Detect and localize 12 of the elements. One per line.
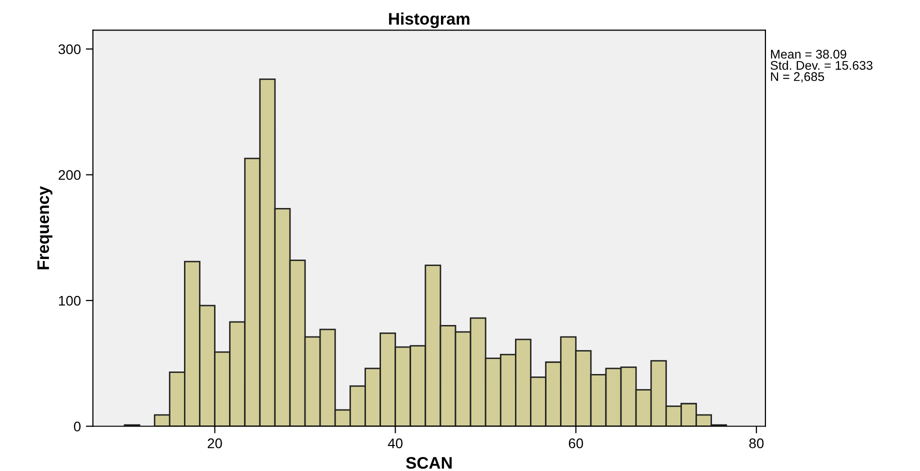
x-tick-label: 60 bbox=[568, 438, 584, 448]
y-tick-label: 300 bbox=[58, 44, 81, 54]
x-axis-title: SCAN bbox=[406, 457, 452, 469]
y-axis-title: Frequency bbox=[37, 186, 52, 270]
x-tick-label: 20 bbox=[208, 438, 222, 448]
y-tick-label: 0 bbox=[74, 422, 81, 432]
y-tick-label: 100 bbox=[59, 296, 81, 306]
x-tick-label: 80 bbox=[749, 438, 764, 448]
y-tick-label: 200 bbox=[58, 170, 81, 180]
chart-title: Histogram bbox=[389, 12, 470, 28]
text: Mean = 38.09 Std. Dev. = 15.633 N = 2,685 bbox=[770, 50, 872, 83]
x-tick-label: 40 bbox=[388, 438, 403, 448]
